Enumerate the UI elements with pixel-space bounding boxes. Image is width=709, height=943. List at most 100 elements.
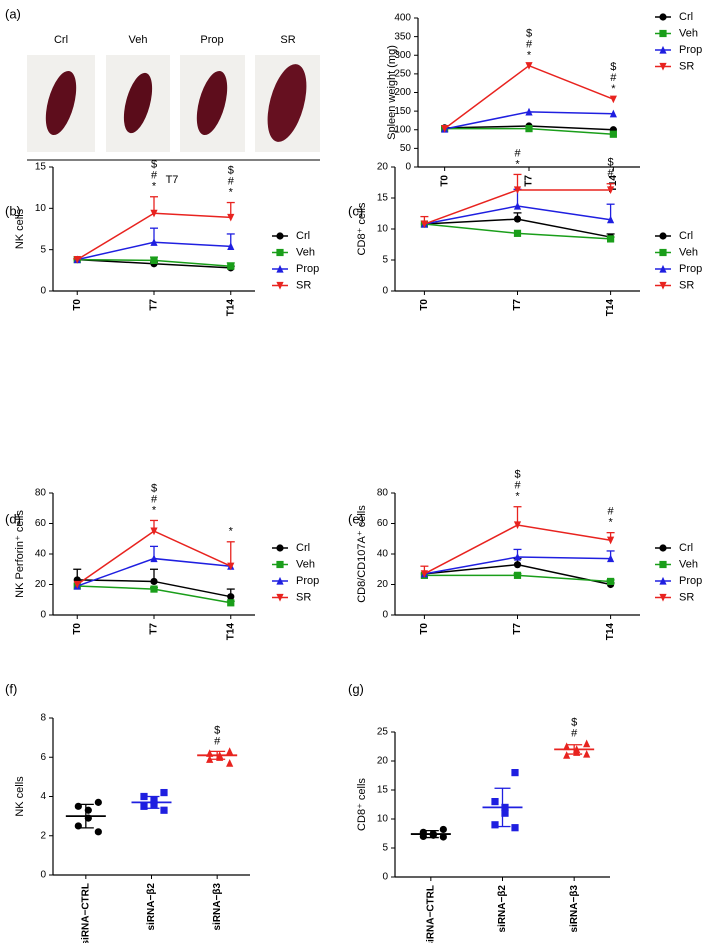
- panel-label: (a): [5, 6, 21, 21]
- marker: [511, 769, 519, 777]
- y-tick-label: 400: [394, 13, 411, 24]
- y-tick-label: 50: [400, 143, 412, 154]
- significance-mark: $: [228, 164, 234, 176]
- y-tick-label: 100: [394, 124, 411, 135]
- marker: [73, 255, 81, 264]
- y-tick-label: 40: [377, 549, 389, 560]
- x-tick-label: T0: [439, 175, 450, 187]
- y-tick-label: 350: [394, 31, 411, 42]
- marker: [607, 186, 615, 195]
- y-tick-label: 5: [382, 255, 388, 266]
- significance-mark: $: [514, 469, 520, 481]
- marker: [659, 560, 667, 569]
- marker: [150, 209, 158, 218]
- marker: [659, 62, 667, 71]
- marker: [226, 759, 234, 767]
- legend-label: Prop: [679, 575, 702, 587]
- x-tick-label: siRNA−β3: [569, 885, 580, 933]
- y-tick-label: 15: [377, 785, 389, 796]
- legend-label: Veh: [296, 246, 315, 258]
- marker: [563, 742, 571, 751]
- marker: [563, 751, 571, 759]
- photo-label: Veh: [129, 34, 148, 46]
- marker: [150, 585, 158, 593]
- y-tick-label: 250: [394, 69, 411, 80]
- marker: [150, 796, 158, 805]
- marker: [525, 62, 533, 70]
- marker: [226, 747, 234, 755]
- legend-label: SR: [679, 591, 694, 603]
- marker: [513, 186, 522, 195]
- marker: [607, 554, 615, 563]
- significance-mark: #: [608, 168, 615, 180]
- photo-label: Crl: [54, 34, 68, 46]
- x-tick-label: T7: [512, 299, 523, 311]
- spleen-photos: [27, 55, 320, 152]
- marker: [150, 554, 158, 563]
- y-tick-label: 0: [405, 162, 411, 173]
- legend-label: SR: [679, 60, 694, 72]
- significance-mark: #: [214, 735, 221, 747]
- x-tick-label: T14: [605, 299, 616, 317]
- marker: [439, 833, 447, 841]
- significance-mark: *: [152, 181, 157, 193]
- legend-label: Prop: [296, 263, 319, 275]
- marker: [659, 576, 667, 585]
- marker: [276, 281, 284, 290]
- photo-label: SR: [280, 34, 295, 46]
- panel-label: (f): [5, 681, 17, 696]
- significance-mark: *: [152, 504, 157, 516]
- legend-label: Crl: [296, 230, 310, 242]
- marker: [150, 800, 158, 808]
- significance-mark: *: [515, 491, 520, 503]
- marker: [659, 13, 667, 21]
- y-tick-label: 10: [377, 224, 389, 235]
- marker: [513, 215, 522, 223]
- marker: [227, 599, 235, 607]
- marker: [150, 527, 158, 536]
- marker: [659, 264, 667, 273]
- significance-mark: $: [571, 717, 577, 729]
- marker: [609, 130, 617, 138]
- x-tick-label: T7: [149, 299, 160, 311]
- spleen: [196, 70, 228, 136]
- spleen: [45, 70, 77, 136]
- significance-mark: #: [608, 506, 615, 518]
- marker: [227, 242, 235, 250]
- legend-label: Crl: [679, 542, 693, 554]
- y-tick-label: 0: [382, 286, 388, 297]
- y-tick-label: 6: [40, 752, 46, 763]
- marker: [513, 521, 522, 530]
- x-tick-label: siRNA−β2: [146, 883, 157, 931]
- legend-label: SR: [296, 279, 311, 291]
- significance-mark: *: [229, 186, 234, 198]
- legend-label: Prop: [679, 263, 702, 275]
- significance-mark: *: [229, 526, 234, 538]
- significance-mark: *: [608, 517, 613, 529]
- marker: [276, 248, 284, 257]
- significance-mark: #: [151, 493, 158, 505]
- y-tick-label: 20: [377, 162, 389, 173]
- y-tick-label: 25: [377, 727, 389, 738]
- legend-label: Veh: [679, 27, 698, 39]
- y-tick-label: 60: [377, 518, 389, 529]
- significance-mark: #: [151, 170, 158, 182]
- y-tick-label: 0: [40, 870, 46, 881]
- y-axis-label: NK Perforin⁺ cells: [14, 510, 26, 598]
- y-tick-label: 2: [40, 830, 46, 841]
- marker: [227, 213, 235, 222]
- marker: [659, 248, 667, 257]
- marker: [73, 580, 81, 589]
- marker: [525, 107, 533, 116]
- significance-mark: #: [571, 728, 578, 740]
- significance-mark: $: [151, 159, 157, 171]
- significance-mark: *: [515, 158, 520, 170]
- significance-mark: #: [228, 175, 235, 187]
- y-axis-label: Spleen weight (mg): [386, 45, 398, 140]
- significance-mark: $: [151, 482, 157, 494]
- marker: [659, 281, 667, 290]
- x-tick-label: T14: [605, 623, 616, 641]
- marker: [609, 95, 617, 104]
- marker: [140, 802, 148, 810]
